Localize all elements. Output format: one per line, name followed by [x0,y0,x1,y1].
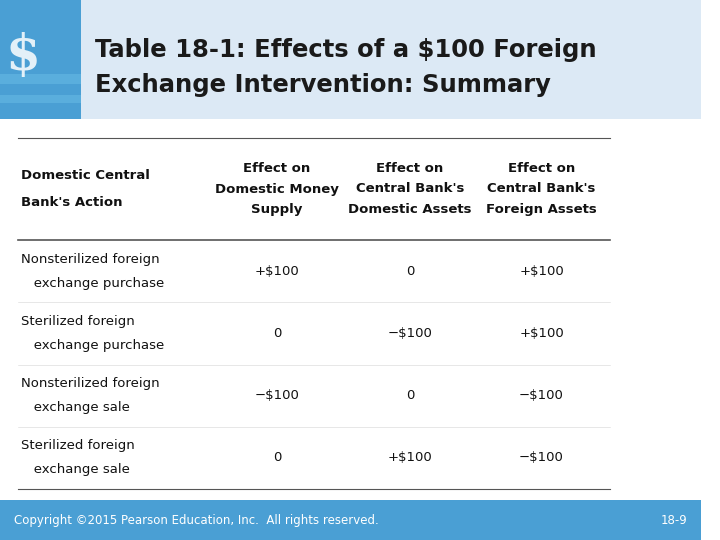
FancyBboxPatch shape [0,95,81,103]
Text: −$100: −$100 [519,389,564,402]
Text: +$100: +$100 [255,265,300,278]
Text: Nonsterilized foreign: Nonsterilized foreign [21,253,160,266]
Text: $: $ [6,32,40,81]
Text: exchange purchase: exchange purchase [21,276,164,290]
Text: 0: 0 [406,389,414,402]
Text: Effect on: Effect on [243,162,310,175]
FancyBboxPatch shape [0,0,701,119]
Text: Central Bank's: Central Bank's [487,183,595,195]
FancyBboxPatch shape [0,0,81,119]
FancyBboxPatch shape [0,500,701,540]
Text: Foreign Assets: Foreign Assets [486,203,597,216]
Text: +$100: +$100 [519,265,564,278]
Text: 0: 0 [273,327,281,340]
Text: Domestic Central: Domestic Central [21,169,150,182]
FancyBboxPatch shape [0,74,81,84]
Text: +$100: +$100 [388,451,433,464]
Text: −$100: −$100 [387,327,433,340]
Text: Nonsterilized foreign: Nonsterilized foreign [21,377,160,390]
Text: Central Bank's: Central Bank's [356,183,464,195]
Text: exchange purchase: exchange purchase [21,339,164,352]
Text: Effect on: Effect on [377,162,444,175]
Text: Domestic Money: Domestic Money [215,183,339,195]
Text: −$100: −$100 [519,451,564,464]
Text: −$100: −$100 [254,389,300,402]
Text: Table 18-1: Effects of a $100 Foreign: Table 18-1: Effects of a $100 Foreign [94,38,596,62]
Text: +$100: +$100 [519,327,564,340]
Text: 0: 0 [406,265,414,278]
Text: Domestic Assets: Domestic Assets [348,203,472,216]
Text: Bank's Action: Bank's Action [21,196,122,209]
Text: Copyright ©2015 Pearson Education, Inc.  All rights reserved.: Copyright ©2015 Pearson Education, Inc. … [14,514,379,526]
Text: exchange sale: exchange sale [21,401,130,414]
Text: Exchange Intervention: Summary: Exchange Intervention: Summary [94,73,551,97]
Text: 0: 0 [273,451,281,464]
Text: 18-9: 18-9 [660,514,687,526]
Text: Effect on: Effect on [508,162,575,175]
Text: Supply: Supply [251,203,302,216]
Text: exchange sale: exchange sale [21,463,130,476]
Text: Sterilized foreign: Sterilized foreign [21,315,135,328]
Text: Sterilized foreign: Sterilized foreign [21,439,135,453]
